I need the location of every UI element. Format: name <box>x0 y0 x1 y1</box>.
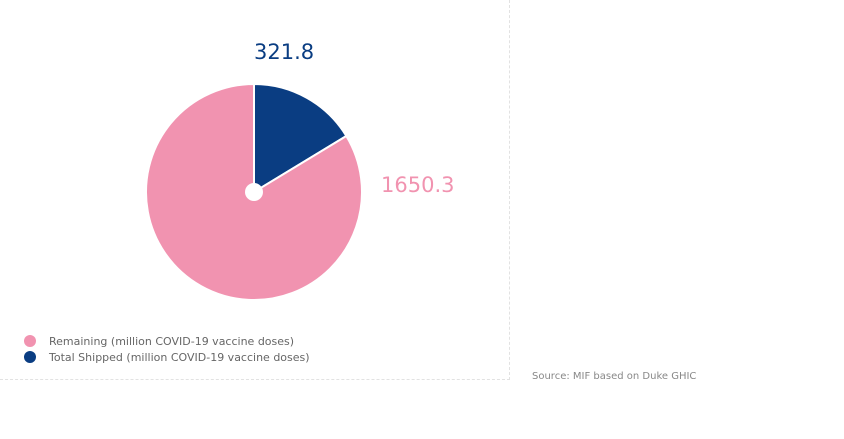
pie-center-hole <box>245 183 263 201</box>
legend-swatch <box>24 351 36 363</box>
chart-frame <box>0 0 510 380</box>
legend-label: Remaining (million COVID-19 vaccine dose… <box>49 334 295 348</box>
legend: Remaining (million COVID-19 vaccine dose… <box>24 333 310 365</box>
pie-slice-0[interactable] <box>253 82 348 194</box>
data-label-shipped: 321.8 <box>254 40 315 64</box>
legend-item-shipped[interactable]: Total Shipped (million COVID-19 vaccine … <box>24 349 310 365</box>
legend-swatch <box>24 335 36 347</box>
source-note: Source: MIF based on Duke GHIC <box>532 371 697 382</box>
legend-label: Total Shipped (million COVID-19 vaccine … <box>49 350 310 364</box>
data-label-remaining: 1650.3 <box>381 173 455 197</box>
legend-item-remaining[interactable]: Remaining (million COVID-19 vaccine dose… <box>24 333 310 349</box>
pie-slice-1[interactable] <box>145 82 363 301</box>
